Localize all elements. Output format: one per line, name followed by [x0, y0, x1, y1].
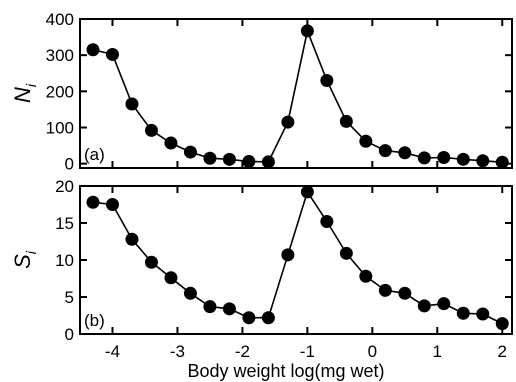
data-point [378, 283, 392, 297]
plot-frame [79, 185, 513, 335]
series-line [92, 28, 503, 163]
data-point [261, 311, 275, 325]
data-point [183, 145, 197, 159]
y-tick-label: 100 [46, 118, 74, 137]
panel-0: 0 100 200 300 400 Ni (a) [10, 10, 513, 174]
y-tick-label: 400 [46, 10, 74, 29]
y-axis-title: Si [10, 250, 39, 269]
data-point [476, 307, 490, 321]
x-tick-label: -1 [300, 342, 315, 361]
y-tick-label: 0 [65, 325, 74, 344]
y-tick-label: 10 [55, 251, 74, 270]
x-axis-title: Body weight log(mg wet) [187, 361, 384, 381]
data-point [281, 248, 295, 262]
data-point [339, 246, 353, 260]
panel-label: (a) [84, 145, 105, 164]
y-tick-label: 15 [55, 214, 74, 233]
data-point [378, 144, 392, 158]
data-point [417, 299, 431, 313]
data-point [320, 215, 334, 229]
y-tick-label: 5 [65, 288, 74, 307]
data-point [320, 73, 334, 87]
data-point [359, 134, 373, 148]
data-point [105, 47, 119, 61]
data-point [222, 302, 236, 316]
data-point [203, 151, 217, 165]
data-point [86, 43, 100, 57]
data-point [437, 297, 451, 311]
data-point [86, 195, 100, 209]
data-point [495, 317, 509, 331]
data-point [456, 152, 470, 166]
data-point [300, 185, 314, 199]
panel-1: 0 5 10 15 20 -4 -3 -2 -1 0 1 2 Si (b) Body weight log(… [10, 177, 513, 381]
data-point [105, 198, 119, 211]
data-point [144, 255, 158, 269]
x-tick-label: -2 [235, 342, 250, 361]
plot-frame [79, 18, 513, 169]
data-point [476, 154, 490, 168]
data-point [300, 24, 314, 38]
series-line [92, 190, 503, 325]
data-point [417, 151, 431, 165]
y-tick-label: 300 [46, 46, 74, 65]
data-point [222, 152, 236, 166]
data-point [359, 269, 373, 283]
x-tick-label: -3 [170, 342, 185, 361]
data-point [164, 271, 178, 285]
data-point [398, 286, 412, 300]
data-point [144, 123, 158, 137]
data-point [495, 155, 509, 169]
y-axis-title: Ni [10, 83, 39, 103]
panel-label: (b) [84, 311, 105, 330]
x-tick-label: 2 [498, 342, 507, 361]
data-point [398, 146, 412, 160]
data-point [125, 232, 139, 246]
data-point [281, 115, 295, 129]
data-point [183, 286, 197, 300]
x-tick-label: -4 [105, 342, 120, 361]
data-point [125, 97, 139, 111]
y-tick-label: 20 [55, 177, 74, 196]
data-point [203, 300, 217, 314]
x-tick-label: 0 [368, 342, 377, 361]
y-tick-label: 0 [65, 155, 74, 174]
y-tick-label: 200 [46, 82, 74, 101]
x-tick-label: 1 [433, 342, 442, 361]
data-point [242, 154, 256, 168]
data-point [339, 114, 353, 128]
data-point [437, 151, 451, 165]
data-point [456, 306, 470, 320]
data-point [242, 311, 256, 325]
data-point [261, 155, 275, 169]
data-point [164, 136, 178, 150]
